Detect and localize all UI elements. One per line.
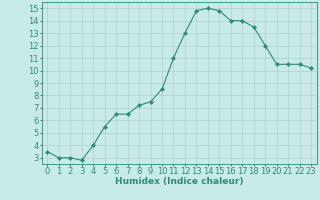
X-axis label: Humidex (Indice chaleur): Humidex (Indice chaleur) <box>115 177 244 186</box>
